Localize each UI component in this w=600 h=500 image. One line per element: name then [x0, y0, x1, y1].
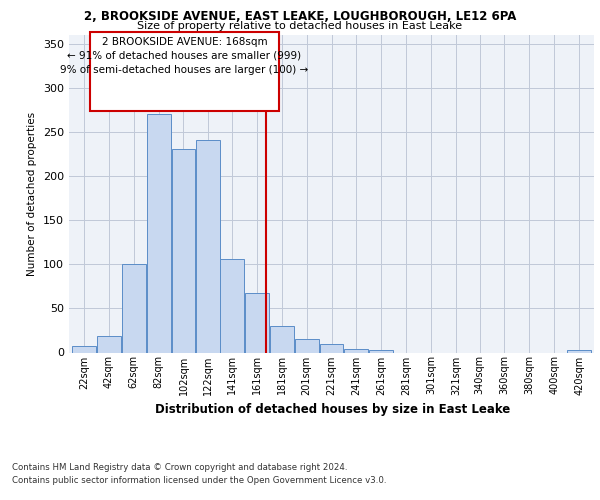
Bar [196, 140, 220, 352]
Text: 2, BROOKSIDE AVENUE, EAST LEAKE, LOUGHBOROUGH, LE12 6PA: 2, BROOKSIDE AVENUE, EAST LEAKE, LOUGHBO… [84, 10, 516, 23]
Bar [146, 114, 170, 352]
Text: Contains public sector information licensed under the Open Government Licence v3: Contains public sector information licen… [12, 476, 386, 485]
Bar [97, 336, 121, 352]
Bar [567, 350, 591, 352]
Bar [122, 264, 146, 352]
Text: Contains HM Land Registry data © Crown copyright and database right 2024.: Contains HM Land Registry data © Crown c… [12, 462, 347, 471]
Bar [344, 349, 368, 352]
Bar [270, 326, 293, 352]
Bar [370, 350, 393, 352]
Bar [72, 346, 96, 352]
Y-axis label: Number of detached properties: Number of detached properties [28, 112, 37, 276]
Text: 2 BROOKSIDE AVENUE: 168sqm: 2 BROOKSIDE AVENUE: 168sqm [101, 37, 268, 47]
Bar [295, 340, 319, 352]
Text: 9% of semi-detached houses are larger (100) →: 9% of semi-detached houses are larger (1… [61, 65, 308, 75]
Bar [245, 292, 269, 352]
Text: Size of property relative to detached houses in East Leake: Size of property relative to detached ho… [137, 21, 463, 31]
Text: Distribution of detached houses by size in East Leake: Distribution of detached houses by size … [155, 402, 511, 415]
Bar [220, 259, 244, 352]
Text: ← 91% of detached houses are smaller (999): ← 91% of detached houses are smaller (99… [67, 51, 302, 61]
Bar [320, 344, 343, 352]
Bar [172, 149, 196, 352]
